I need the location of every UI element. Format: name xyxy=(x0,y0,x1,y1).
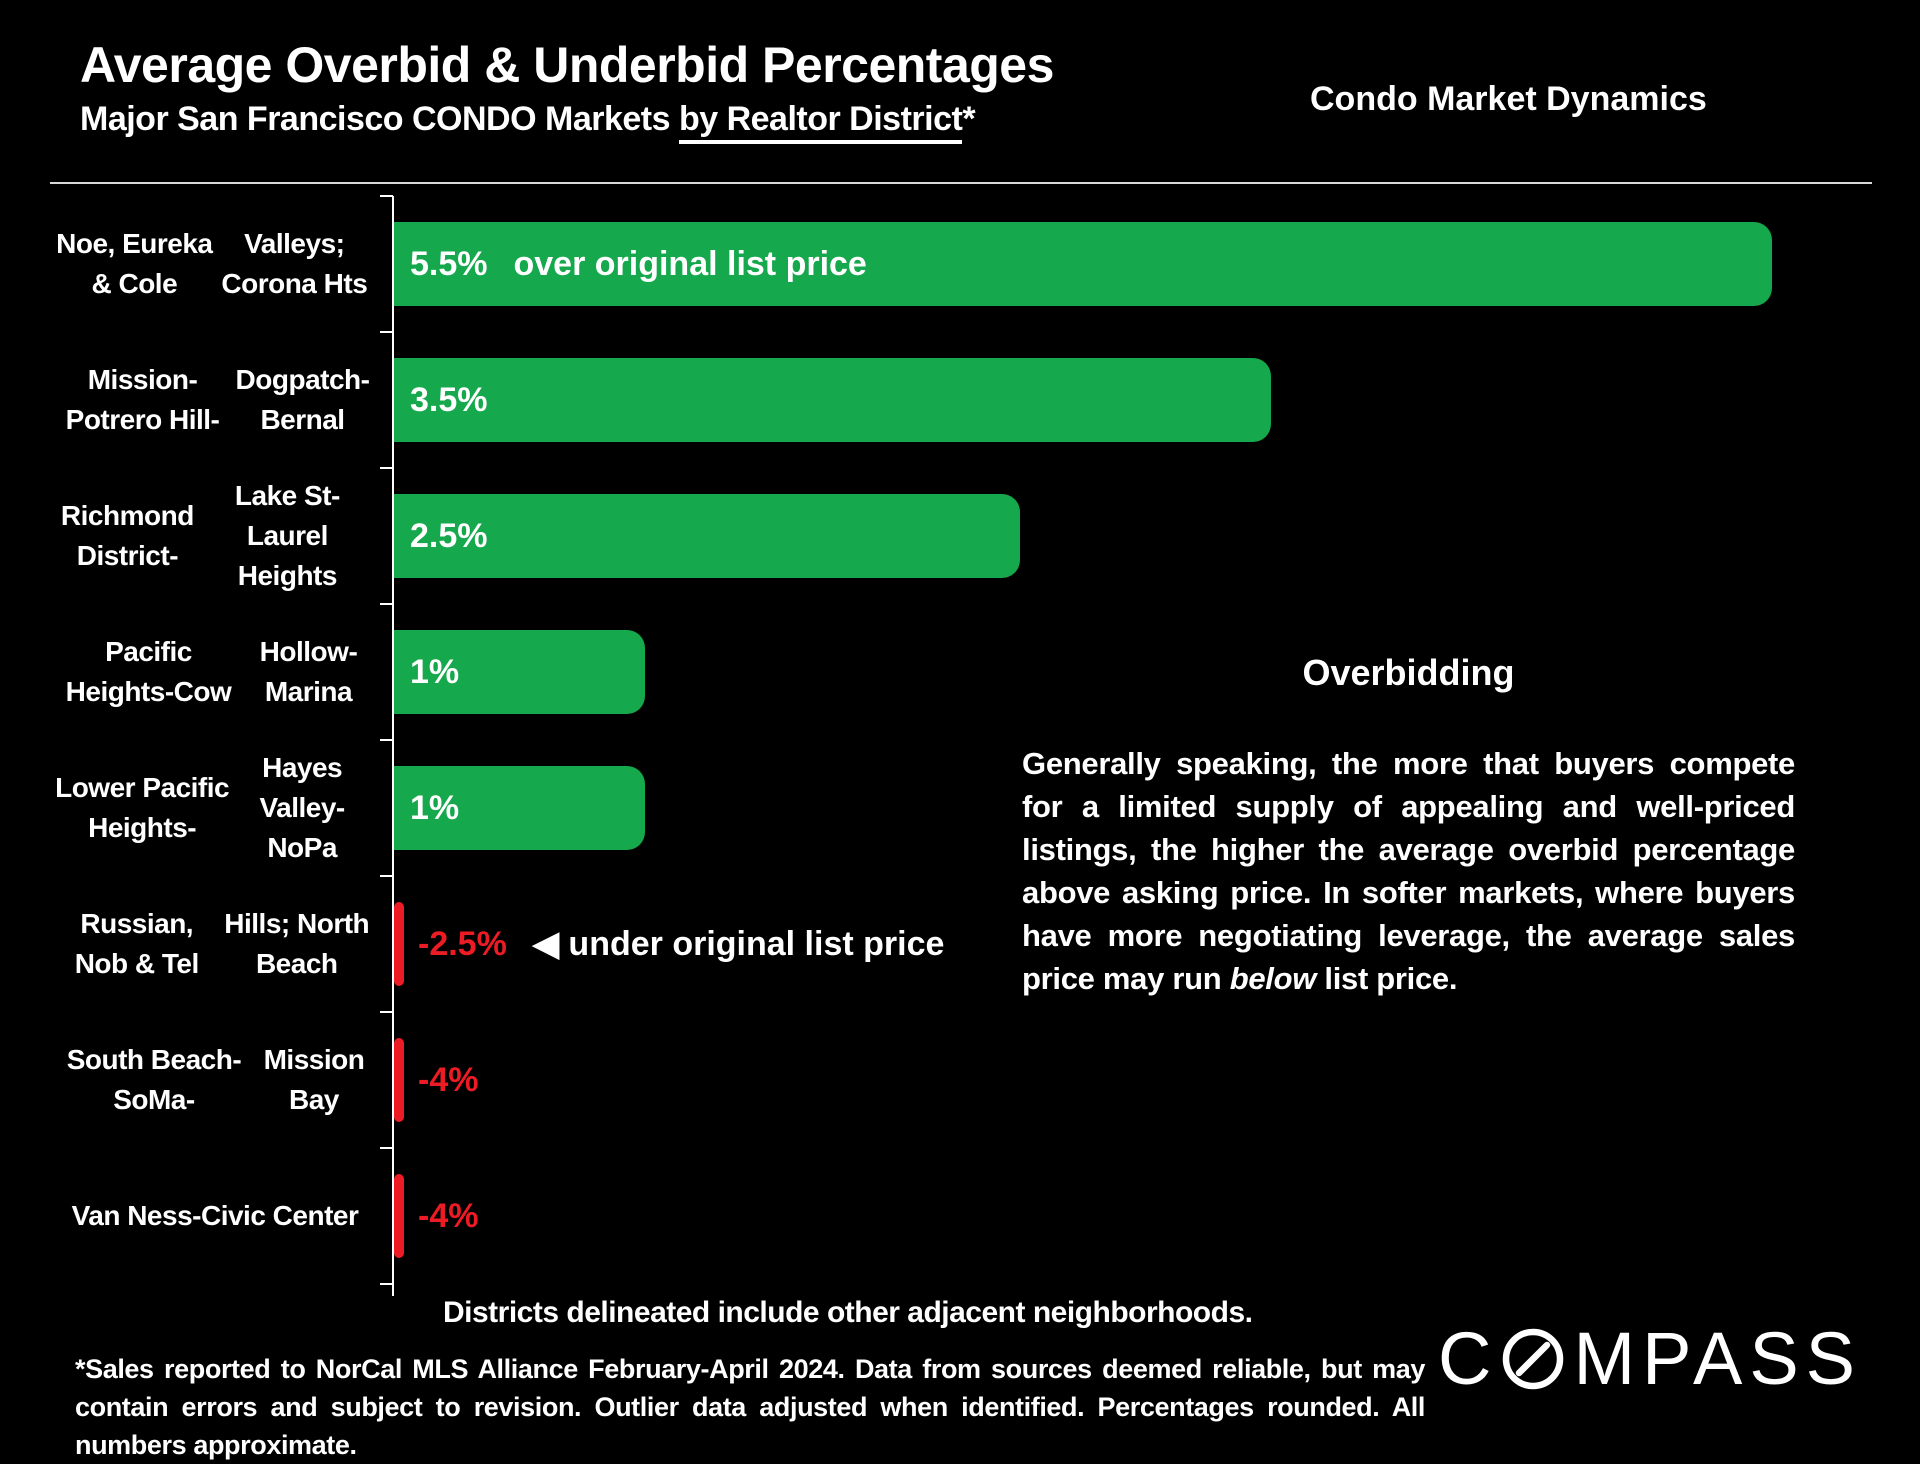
bar-value: 3.5% xyxy=(410,380,488,419)
category-label: Russian, Nob & Tel Hills; North Beach xyxy=(74,908,370,979)
subtitle-prefix: Major San Francisco CONDO Markets xyxy=(80,100,679,138)
side-panel-body-italic: below xyxy=(1229,961,1317,996)
bar-value-label: -2.5% ◀ under original list price xyxy=(418,902,944,986)
positive-bar: 3.5% xyxy=(394,358,1271,442)
category-axis xyxy=(392,196,394,1296)
bar-chart: Noe, Eureka & Cole Valleys; Corona Hts 5.5… xyxy=(0,195,1920,1300)
compass-logo-mpass: MPASS xyxy=(1573,1317,1863,1400)
compass-logo: C MPASS xyxy=(1438,1322,1862,1396)
axis-tick xyxy=(380,1011,393,1013)
bar-value-label: -4% xyxy=(418,1038,478,1122)
subtitle-asterisk: * xyxy=(962,100,976,138)
category-label: Van Ness-Civic Center xyxy=(71,1200,359,1231)
page-title: Average Overbid & Underbid Percentages xyxy=(80,37,1054,93)
bar-value: 5.5% xyxy=(410,244,488,283)
axis-tick xyxy=(380,467,393,469)
positive-bar: 1% xyxy=(394,766,645,850)
bar-value-label: 1% xyxy=(394,653,459,692)
bar-value: 2.5% xyxy=(410,516,488,555)
category-label: Mission-Potrero Hill- Dogpatch-Bernal xyxy=(65,364,370,435)
bar-value-label: 5.5% over original list price xyxy=(394,245,867,284)
positive-bar: 2.5% xyxy=(394,494,1020,578)
bar-value: 1% xyxy=(410,788,460,827)
bar-value: 1% xyxy=(410,652,460,691)
category-label: Lower Pacific Heights- Hayes Valley-NoPa xyxy=(55,752,345,863)
positive-bar: 5.5% over original list price xyxy=(394,222,1772,306)
bar-value: -4% xyxy=(418,1060,479,1099)
axis-tick xyxy=(380,603,393,605)
bar-annotation: over original list price xyxy=(513,244,867,283)
page-subtitle: Major San Francisco CONDO Markets by Rea… xyxy=(80,100,976,144)
axis-tick xyxy=(380,739,393,741)
bar-value-label: 1% xyxy=(394,789,459,828)
bar-value-label: 2.5% xyxy=(394,517,488,556)
negative-bar xyxy=(394,1038,404,1122)
section-title: Condo Market Dynamics xyxy=(1310,80,1707,118)
negative-bar xyxy=(394,902,404,986)
bar-annotation: ◀ under original list price xyxy=(532,925,945,963)
axis-tick xyxy=(380,1147,393,1149)
header-divider xyxy=(50,182,1872,184)
bar-value-label: 3.5% xyxy=(394,381,488,420)
bar-value: -4% xyxy=(418,1196,479,1235)
axis-tick xyxy=(380,195,393,197)
category-label: Noe, Eureka & Cole Valleys; Corona Hts xyxy=(56,228,368,299)
side-panel-body-start: Generally speaking, the more that buyers… xyxy=(1022,746,1795,996)
bar-value: -2.5% xyxy=(418,924,507,963)
negative-bar xyxy=(394,1174,404,1258)
axis-tick xyxy=(380,1283,393,1285)
bar-value-label: -4% xyxy=(418,1174,478,1258)
category-label: Richmond District- Lake St-Laurel Heights xyxy=(60,480,340,591)
districts-note: Districts delineated include other adjac… xyxy=(443,1296,1253,1329)
axis-tick xyxy=(380,331,393,333)
axis-tick xyxy=(380,875,393,877)
side-panel-body: Generally speaking, the more that buyers… xyxy=(1022,742,1795,1000)
category-label: South Beach-SoMa- Mission Bay xyxy=(66,1044,365,1115)
category-label: Pacific Heights-Cow Hollow-Marina xyxy=(65,636,358,707)
subtitle-underlined: by Realtor District xyxy=(678,100,963,144)
compass-o-icon xyxy=(1503,1328,1564,1390)
source-footnote: *Sales reported to NorCal MLS Alliance F… xyxy=(75,1354,1425,1460)
side-panel-body-end: list price. xyxy=(1316,961,1458,996)
side-panel-heading: Overbidding xyxy=(1302,652,1515,693)
positive-bar: 1% xyxy=(394,630,645,714)
compass-logo-c: C xyxy=(1438,1317,1499,1400)
